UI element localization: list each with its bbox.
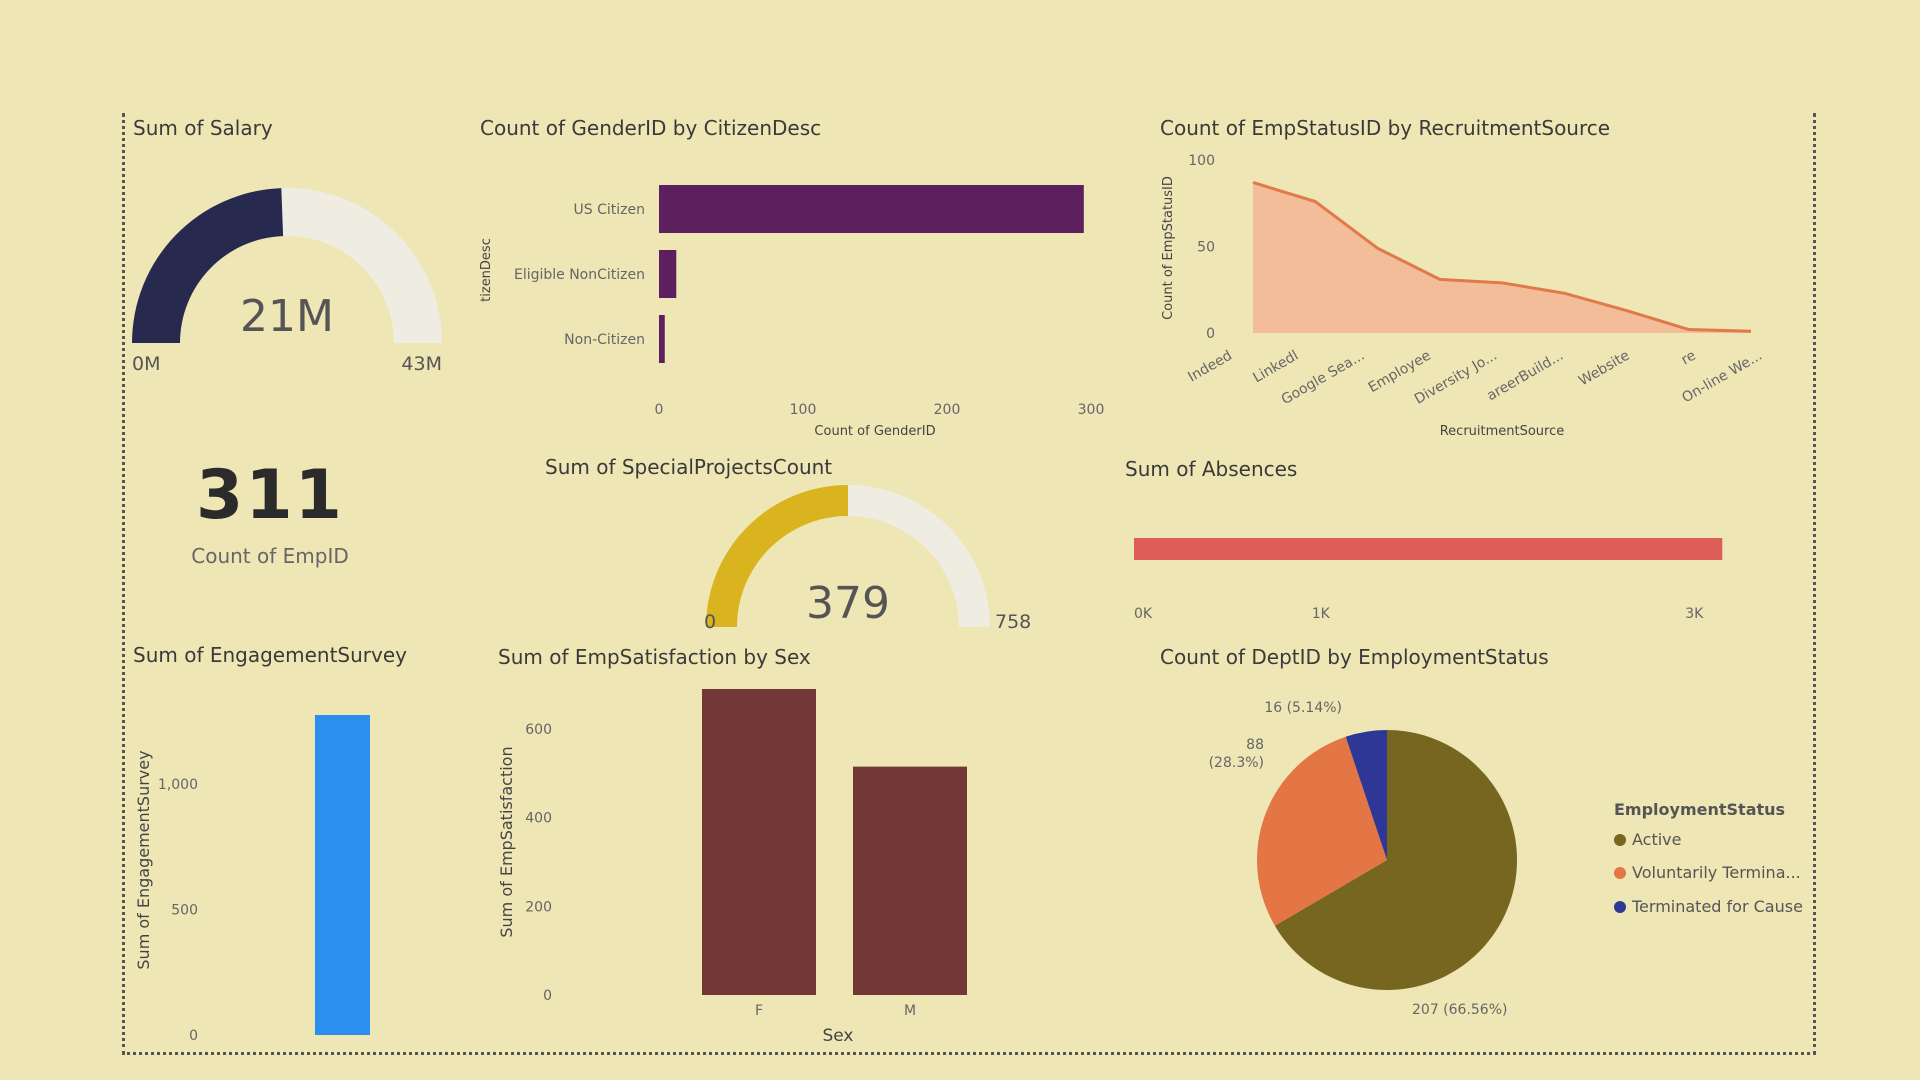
satisfaction-ytick: 400 [525, 811, 552, 827]
legend-dot-active [1614, 834, 1626, 846]
pie-label-voluntary-pct: (28.3%) [1209, 755, 1264, 771]
empid-count-label: Count of EmpID [191, 544, 349, 568]
projects-min: 0 [704, 611, 716, 633]
recruit-line [1252, 181, 1752, 333]
recruit-chart-title: Count of EmpStatusID by RecruitmentSourc… [1160, 116, 1611, 140]
satisfaction-ytick: 600 [525, 722, 552, 738]
absences-xtick: 1K [1312, 606, 1331, 622]
pie-label-voluntary: 88 [1246, 737, 1264, 753]
recruit-area [1253, 182, 1751, 333]
recruit-xtick: Linkedl [1250, 348, 1301, 387]
recruit-ylabel: Count of EmpStatusID [1161, 176, 1176, 320]
projects-gauge-fill [706, 485, 848, 627]
projects-value: 379 [806, 578, 890, 629]
pie-label-active: 207 (66.56%) [1412, 1002, 1507, 1018]
legend-label-cause: Terminated for Cause [1632, 897, 1803, 916]
pie-chart-title: Count of DeptID by EmploymentStatus [1160, 645, 1549, 669]
legend-label-voluntary: Voluntarily Termina... [1632, 863, 1801, 882]
engagement-title: Sum of EngagementSurvey [133, 643, 407, 667]
projects-max: 758 [995, 611, 1031, 633]
recruit-xtick: Website [1576, 348, 1632, 390]
salary-min: 0M [132, 353, 160, 375]
empid-count-value: 311 [196, 456, 344, 535]
engagement-ylabel: Sum of EngagementSurvey [134, 750, 153, 969]
pie-slice [1345, 730, 1387, 860]
satisfaction-ylabel: Sum of EmpSatisfaction [497, 746, 516, 937]
citizen-category-label: Non-Citizen [564, 332, 645, 348]
recruit-ytick: 0 [1206, 326, 1215, 342]
legend-dot-voluntary [1614, 867, 1626, 879]
citizen-bar [659, 250, 677, 298]
salary-value: 21M [240, 291, 334, 342]
absences-chart[interactable]: 0K 1K 3K [1120, 520, 1760, 630]
satisfaction-ytick: 200 [525, 899, 552, 915]
citizen-bar [659, 315, 665, 363]
pie-slice [1274, 730, 1517, 990]
satisfaction-chart[interactable]: Sum of EmpSatisfaction 0 200 400 600 F M Sex [490, 672, 1010, 1052]
absences-xtick: 3K [1685, 606, 1704, 622]
recruit-ytick: 50 [1197, 240, 1215, 256]
salary-max: 43M [401, 353, 442, 375]
citizen-xtick: 0 [655, 402, 664, 418]
engagement-ytick: 1,000 [158, 777, 198, 793]
citizen-xtick: 200 [934, 402, 961, 418]
legend-item-voluntary[interactable]: Voluntarily Termina... [1614, 863, 1801, 882]
engagement-chart[interactable]: Sum of EngagementSurvey 0 500 1,000 [125, 680, 425, 1050]
satisfaction-bar [853, 766, 967, 995]
satisfaction-title: Sum of EmpSatisfaction by Sex [498, 645, 811, 669]
legend-item-cause[interactable]: Terminated for Cause [1614, 897, 1803, 916]
recruit-xlabel: RecruitmentSource [1440, 424, 1565, 439]
projects-gauge[interactable]: 379 0 758 [680, 485, 1040, 645]
citizen-chart-title: Count of GenderID by CitizenDesc [480, 116, 822, 140]
recruit-xtick: Indeed [1185, 348, 1235, 386]
absences-bar [1134, 538, 1723, 560]
satisfaction-xtick: F [755, 1003, 763, 1019]
salary-gauge-fill [132, 188, 284, 343]
legend-item-active[interactable]: Active [1614, 830, 1682, 849]
citizen-bar [659, 185, 1084, 233]
dashboard-frame [122, 113, 1816, 1055]
citizen-ylabel: tizenDesc [479, 238, 494, 302]
engagement-bar [315, 715, 370, 1035]
citizen-category-label: Eligible NonCitizen [514, 267, 645, 283]
engagement-ytick: 0 [189, 1028, 198, 1044]
legend-label-active: Active [1632, 830, 1682, 849]
satisfaction-bar [702, 689, 816, 995]
legend-dot-cause [1614, 901, 1626, 913]
citizen-xtick: 100 [790, 402, 817, 418]
pie-legend-title: EmploymentStatus [1614, 800, 1786, 819]
absences-xtick: 0K [1134, 606, 1153, 622]
absences-title: Sum of Absences [1125, 457, 1298, 481]
satisfaction-xtick: M [904, 1003, 916, 1019]
recruit-ytick: 100 [1188, 153, 1215, 169]
recruit-xtick: re [1679, 348, 1699, 369]
pie-slice [1257, 736, 1387, 926]
engagement-ytick: 500 [171, 903, 198, 919]
employment-pie-chart[interactable]: 207 (66.56%) 88 (28.3%) 16 (5.14%) [1170, 690, 1610, 1050]
salary-title: Sum of Salary [133, 116, 273, 140]
satisfaction-ytick: 0 [543, 988, 552, 1004]
citizen-category-label: US Citizen [574, 202, 645, 218]
projects-title: Sum of SpecialProjectsCount [545, 455, 833, 479]
citizen-xtick: 300 [1078, 402, 1105, 418]
satisfaction-xlabel: Sex [822, 1026, 853, 1046]
citizen-chart[interactable]: tizenDesc US Citizen Eligible NonCitizen No… [470, 150, 1130, 480]
salary-gauge[interactable]: 21M 0M 43M [128, 180, 448, 380]
pie-label-cause: 16 (5.14%) [1264, 700, 1342, 716]
citizen-xlabel: Count of GenderID [814, 424, 935, 439]
